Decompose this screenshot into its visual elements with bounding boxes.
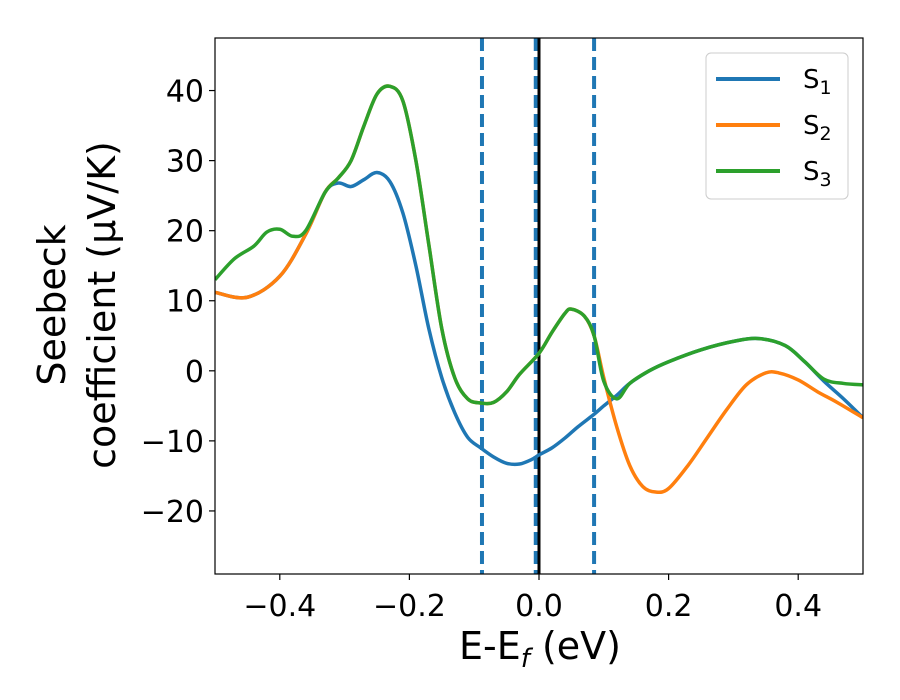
y-axis-title: Seebeck coefficient (μV/K) bbox=[30, 141, 124, 469]
x-tick-label: −0.2 bbox=[373, 589, 446, 624]
y-tick-label: −20 bbox=[141, 495, 204, 530]
series-line-s3 bbox=[215, 84, 863, 406]
y-axis-ticks: −20 −10 0 10 20 30 40 bbox=[141, 75, 215, 530]
y-tick-label: 20 bbox=[166, 215, 204, 250]
y-tick-label: 40 bbox=[166, 75, 204, 110]
y-tick-label: 30 bbox=[166, 145, 204, 180]
x-tick-label: 0.2 bbox=[645, 589, 693, 624]
y-tick-label: −10 bbox=[141, 425, 204, 460]
legend-label-s3: S3 bbox=[803, 157, 832, 191]
series-lines bbox=[215, 84, 863, 494]
reference-lines bbox=[479, 38, 597, 574]
y-tick-label: 0 bbox=[185, 355, 204, 390]
legend: S1 S2 S3 bbox=[705, 52, 849, 200]
y-axis-title-line2: coefficient (μV/K) bbox=[80, 141, 124, 469]
x-tick-label: −0.4 bbox=[243, 589, 316, 624]
y-tick-label: 10 bbox=[166, 285, 204, 320]
x-tick-label: 0.4 bbox=[774, 589, 822, 624]
x-axis-ticks: −0.4 −0.2 0.0 0.2 0.4 bbox=[243, 574, 822, 624]
x-axis-title: E-Ef (eV) bbox=[459, 624, 621, 674]
legend-label-s1: S1 bbox=[803, 65, 832, 99]
legend-label-s2: S2 bbox=[803, 111, 832, 145]
y-axis-title-line1: Seebeck bbox=[30, 224, 74, 385]
x-tick-label: 0.0 bbox=[515, 589, 563, 624]
